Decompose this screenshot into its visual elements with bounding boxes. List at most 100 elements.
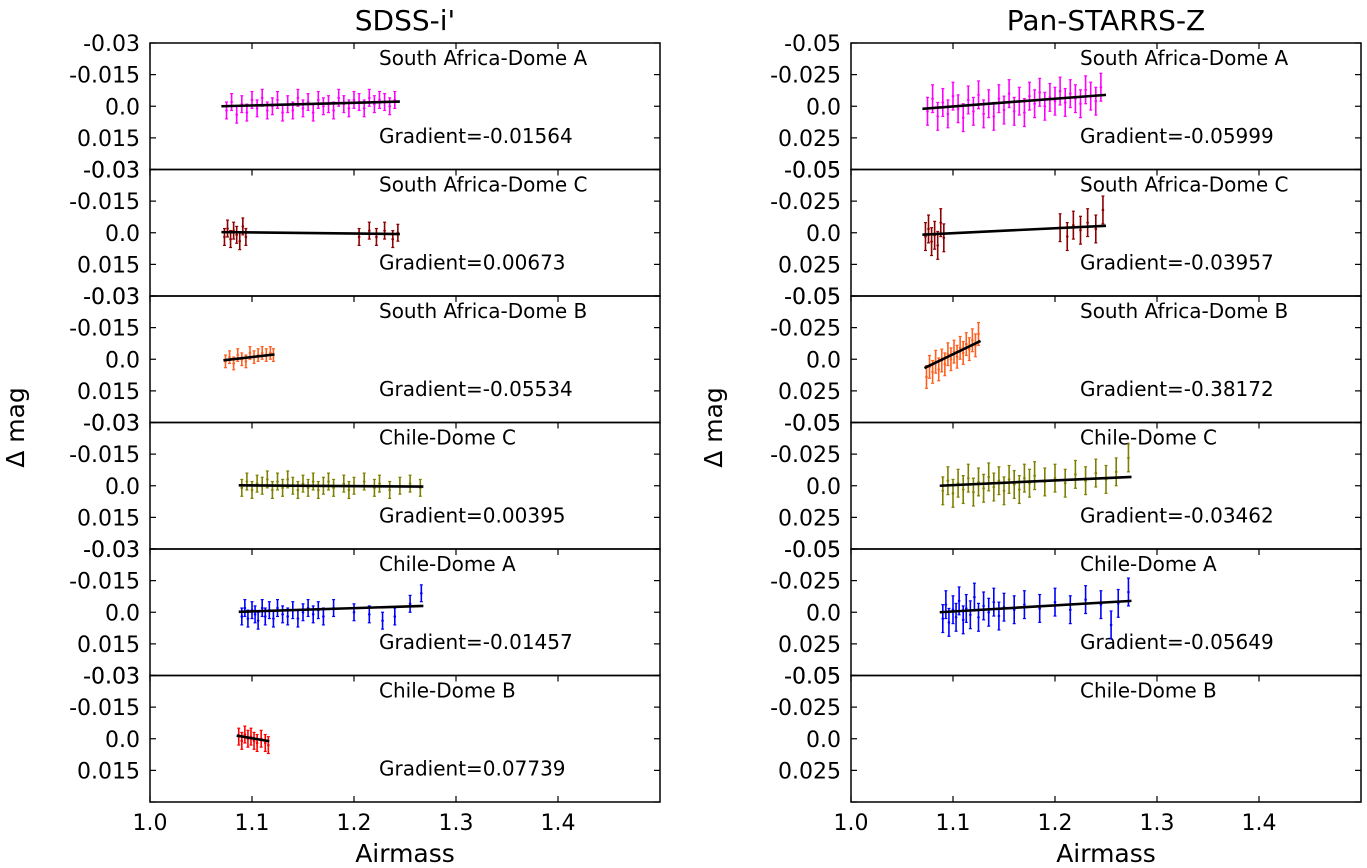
data-point	[276, 480, 279, 483]
panel-label: Chile-Dome B	[1080, 679, 1217, 703]
data-point	[296, 617, 300, 620]
data-point	[368, 613, 371, 616]
data-point	[362, 480, 366, 483]
x-axis-label: Airmass	[355, 839, 455, 868]
data-point	[378, 98, 381, 102]
y-tick-label: -0.05	[784, 159, 841, 184]
data-point	[961, 618, 965, 622]
data-point	[1007, 92, 1011, 95]
data-point	[977, 616, 980, 619]
data-point	[381, 619, 384, 622]
data-point	[248, 351, 252, 355]
fit-line	[939, 475, 1132, 488]
y-tick-label: -0.015	[69, 317, 140, 342]
data-point	[927, 227, 930, 231]
data-point	[936, 244, 939, 247]
y-tick-label: -0.015	[69, 696, 140, 721]
data-point	[982, 112, 985, 116]
data-point	[311, 480, 315, 483]
data-point	[393, 615, 397, 618]
data-point	[357, 235, 361, 239]
data-point	[1023, 476, 1026, 480]
y-tick-label: -0.03	[83, 665, 140, 690]
data-point	[317, 98, 320, 102]
data-point	[942, 236, 946, 240]
data-point	[286, 615, 290, 618]
data-point	[1127, 456, 1130, 460]
y-tick-label: -0.03	[83, 159, 140, 184]
data-point	[250, 98, 254, 102]
data-point	[977, 332, 980, 336]
panel-label: Chile-Dome C	[1080, 426, 1217, 450]
y-tick-label: 0.0	[806, 728, 841, 753]
data-point	[997, 614, 1001, 618]
y-tick-label: -0.025	[770, 696, 841, 721]
data-point	[931, 97, 934, 100]
gradient-label: Gradient=0.00395	[379, 504, 566, 528]
data-point	[1043, 104, 1047, 108]
gradient-label: Gradient=-0.01457	[379, 630, 573, 654]
data-point	[250, 488, 254, 492]
y-tick-label: 0.025	[778, 759, 841, 784]
data-point	[1038, 607, 1041, 610]
data-point	[1079, 102, 1082, 106]
fit-line	[238, 604, 424, 614]
data-point	[997, 97, 1001, 100]
fit-line	[922, 93, 1107, 111]
y-tick-label: 0.0	[105, 475, 140, 500]
panel-label: Chile-Dome A	[1080, 552, 1217, 576]
data-point	[1079, 228, 1082, 232]
data-point	[1028, 94, 1031, 98]
data-point	[225, 109, 228, 112]
data-point	[971, 338, 974, 342]
fit-line	[221, 230, 400, 236]
y-tick-label: -0.05	[784, 412, 841, 437]
data-point	[368, 229, 371, 232]
data-point	[255, 107, 259, 110]
y-tick-label: -0.05	[784, 538, 841, 563]
data-point	[1058, 89, 1062, 93]
data-point	[266, 109, 269, 112]
data-point	[956, 107, 960, 111]
data-point	[245, 480, 249, 483]
data-point	[347, 107, 351, 110]
data-point	[955, 355, 959, 359]
data-point	[992, 115, 996, 118]
y-tick-label: -0.03	[83, 32, 140, 57]
data-point	[286, 478, 290, 481]
data-point	[408, 602, 412, 606]
data-point	[1069, 92, 1072, 95]
data-point	[946, 352, 950, 356]
data-point	[1094, 471, 1098, 475]
y-tick-label: 0.015	[77, 633, 140, 658]
data-point	[1127, 590, 1130, 594]
data-point	[961, 351, 965, 355]
y-tick-label: 0.015	[77, 506, 140, 531]
data-point	[1109, 623, 1113, 627]
fit-line	[238, 484, 424, 488]
gradient-label: Gradient=0.00673	[379, 251, 566, 275]
panel-label: South Africa-Dome A	[379, 46, 588, 70]
y-tick-label: -0.03	[83, 412, 140, 437]
panel-label: South Africa-Dome C	[379, 173, 588, 197]
data-point	[240, 615, 244, 618]
y-tick-label: 0.025	[778, 253, 841, 278]
panel-label: Chile-Dome B	[379, 679, 516, 703]
data-point	[1084, 598, 1087, 601]
x-tick-label: 1.0	[133, 811, 168, 836]
fit-line	[939, 599, 1132, 614]
data-point	[972, 110, 975, 113]
y-axis-label: Δ mag	[699, 387, 728, 468]
data-point	[235, 113, 238, 116]
data-point	[967, 98, 970, 102]
data-point	[1002, 108, 1006, 112]
data-point	[281, 486, 284, 490]
data-point	[1033, 102, 1036, 106]
data-point	[943, 363, 947, 366]
data-point	[992, 485, 996, 489]
y-tick-label: -0.05	[784, 285, 841, 310]
data-point	[263, 615, 267, 618]
data-point	[1094, 227, 1098, 231]
data-point	[987, 475, 990, 479]
data-point	[1033, 474, 1036, 477]
